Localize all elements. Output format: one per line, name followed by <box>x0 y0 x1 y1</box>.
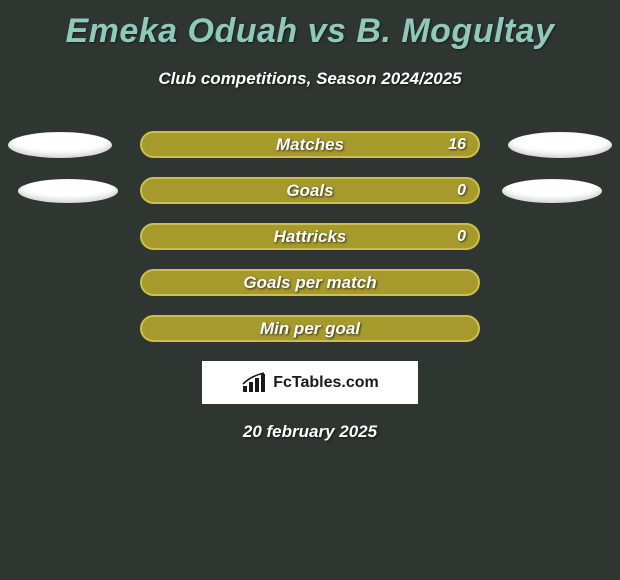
stat-label: Hattricks <box>274 227 347 247</box>
player-marker-right <box>508 132 612 158</box>
stat-label: Matches <box>276 135 344 155</box>
stat-bar: Hattricks 0 <box>140 223 480 250</box>
stat-label: Goals <box>286 181 333 201</box>
stat-rows: Matches 16 Goals 0 Hattricks 0 Goals per match… <box>0 131 620 342</box>
stat-value: 0 <box>457 182 466 200</box>
stat-row: Hattricks 0 <box>0 223 620 250</box>
stat-bar: Goals per match <box>140 269 480 296</box>
stat-label: Min per goal <box>260 319 360 339</box>
attribution-badge[interactable]: FcTables.com <box>202 361 418 404</box>
player-marker-right <box>502 179 602 203</box>
subtitle: Club competitions, Season 2024/2025 <box>0 69 620 89</box>
bar-chart-icon <box>241 372 267 394</box>
stat-bar: Matches 16 <box>140 131 480 158</box>
stat-bar: Goals 0 <box>140 177 480 204</box>
stat-value: 0 <box>457 228 466 246</box>
attribution-text: FcTables.com <box>273 374 379 392</box>
page-title: Emeka Oduah vs B. Mogultay <box>0 0 620 51</box>
stat-row: Goals per match <box>0 269 620 296</box>
stat-label: Goals per match <box>243 273 376 293</box>
attribution-badge-wrap: FcTables.com <box>0 361 620 404</box>
stat-row: Matches 16 <box>0 131 620 158</box>
player-marker-left <box>18 179 118 203</box>
stat-row: Goals 0 <box>0 177 620 204</box>
stat-row: Min per goal <box>0 315 620 342</box>
player-marker-left <box>8 132 112 158</box>
stat-bar: Min per goal <box>140 315 480 342</box>
stat-value: 16 <box>448 136 466 154</box>
date-label: 20 february 2025 <box>0 422 620 442</box>
